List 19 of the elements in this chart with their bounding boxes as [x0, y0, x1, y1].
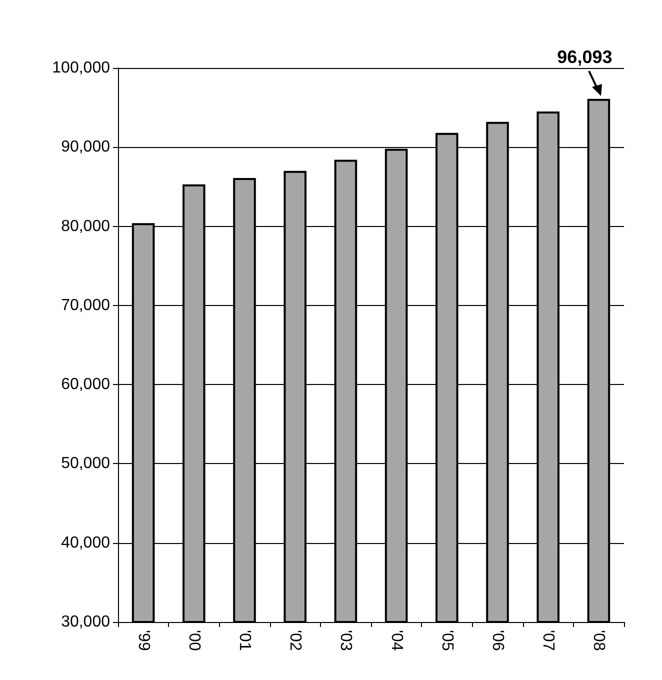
y-tick-label: 60,000 — [61, 376, 110, 394]
y-tick-label: 100,000 — [52, 60, 110, 76]
x-tick-label: '01 — [236, 630, 253, 651]
x-tick-label: '07 — [540, 630, 557, 651]
y-tick-label: 90,000 — [61, 138, 110, 156]
y-tick-label: 80,000 — [61, 218, 110, 235]
data-label: 96,093 — [557, 46, 612, 67]
y-tick-label: 50,000 — [61, 455, 110, 472]
x-tick-label: '04 — [388, 630, 405, 651]
x-tick-label: '06 — [489, 630, 506, 651]
x-tick-label: '00 — [185, 630, 202, 651]
x-tick-label: '03 — [337, 630, 354, 651]
x-tick-label: '05 — [438, 630, 456, 651]
x-tick-label: '02 — [286, 630, 304, 651]
y-tick-label: 40,000 — [61, 534, 110, 552]
y-tick-label: 70,000 — [61, 296, 110, 314]
x-tick-label: '99 — [134, 630, 152, 651]
x-tick-label: '08 — [590, 630, 608, 651]
y-tick-label: 30,000 — [61, 614, 110, 630]
